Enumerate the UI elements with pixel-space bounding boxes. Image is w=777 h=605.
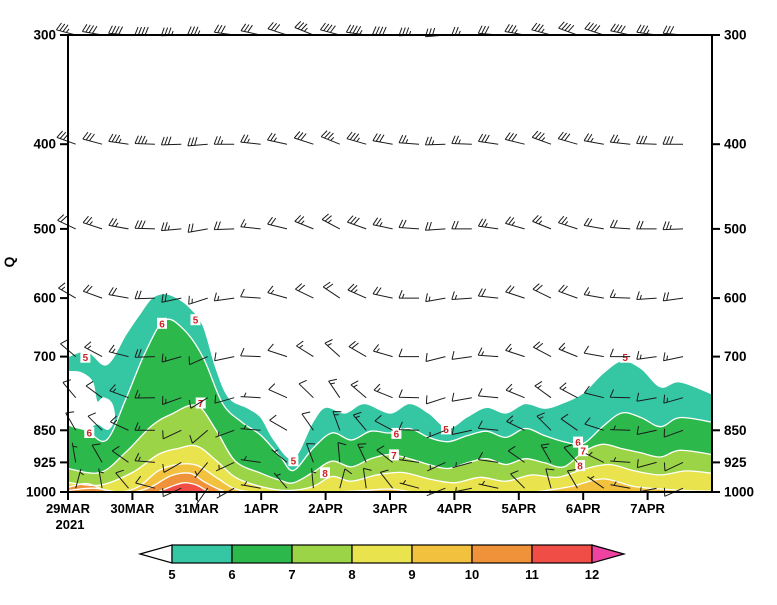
colorbar-tick-label: 5 [168, 567, 175, 582]
x-tick-label: 2APR [308, 501, 343, 516]
x-axis-year-label: 2021 [56, 517, 85, 532]
y-tick-label-right: 500 [724, 221, 747, 236]
axes: 300 300 400 400 500 500 600 600 700 700 850 850 925 9… [1, 28, 754, 533]
colorbar-tick-label: 10 [465, 567, 479, 582]
x-tick-label: 7APR [630, 501, 665, 516]
y-tick-label-left: 850 [33, 423, 56, 438]
y-tick-label-left: 925 [33, 455, 56, 470]
y-axis-title: Q [1, 256, 17, 267]
contour-label: 5 [291, 457, 297, 468]
colorbar-segment [471, 544, 533, 564]
colorbar-tick-label: 12 [585, 567, 599, 582]
x-tick-label: 4APR [437, 501, 472, 516]
contour-label: 6 [87, 429, 93, 440]
y-tick-label-right: 400 [724, 137, 747, 152]
colorbar-segment [171, 544, 233, 564]
x-tick-label: 5APR [501, 501, 536, 516]
y-tick-label-right: 1000 [724, 485, 754, 500]
x-tick-label: 1APR [244, 501, 279, 516]
y-tick-label-right: 850 [724, 423, 747, 438]
contour-label: 5 [443, 425, 449, 436]
contour-label: 5 [83, 353, 89, 364]
x-tick-label: 6APR [566, 501, 601, 516]
colorbar-tick-label: 8 [348, 567, 355, 582]
colorbar-under-arrow [137, 544, 173, 564]
contour-label: 6 [394, 429, 400, 440]
y-tick-label-right: 300 [724, 28, 747, 43]
contour-label: 7 [391, 451, 397, 462]
contour-fill-field [68, 292, 712, 492]
x-tick-label: 31MAR [175, 501, 220, 516]
colorbar-segment [231, 544, 293, 564]
colorbar-tick-label: 6 [228, 567, 235, 582]
colorbar-tick-label: 9 [408, 567, 415, 582]
colorbar: 5 6 7 8 9 10 11 12 [137, 544, 627, 582]
colorbar-segment [351, 544, 413, 564]
contour-label: 6 [575, 438, 581, 449]
y-tick-label-left: 500 [33, 221, 56, 236]
wind-barbs [56, 21, 684, 505]
colorbar-segment [531, 544, 593, 564]
y-tick-label-right: 925 [724, 455, 747, 470]
y-tick-label-left: 700 [33, 349, 56, 364]
y-tick-label-left: 300 [33, 28, 56, 43]
x-tick-label: 3APR [373, 501, 408, 516]
contour-label: 5 [193, 316, 199, 327]
y-tick-label-left: 400 [33, 137, 56, 152]
contour-label: 5 [622, 353, 628, 364]
contour-label: 6 [159, 319, 165, 330]
contour-label: 8 [577, 462, 583, 473]
colorbar-tick-label: 11 [525, 567, 539, 582]
colorbar-over-arrow [591, 544, 627, 564]
x-tick-label: 29MAR [46, 501, 91, 516]
contour-label: 7 [580, 447, 586, 458]
y-tick-label-right: 700 [724, 349, 747, 364]
y-tick-label-left: 600 [33, 291, 56, 306]
colorbar-tick-label: 7 [288, 567, 295, 582]
contour-label: 8 [322, 469, 328, 480]
y-tick-label-right: 600 [724, 291, 747, 306]
colorbar-segment [411, 544, 473, 564]
y-tick-label-left: 1000 [26, 485, 56, 500]
colorbar-segment [291, 544, 353, 564]
x-tick-label: 30MAR [110, 501, 155, 516]
contour-label: 7 [198, 399, 204, 410]
